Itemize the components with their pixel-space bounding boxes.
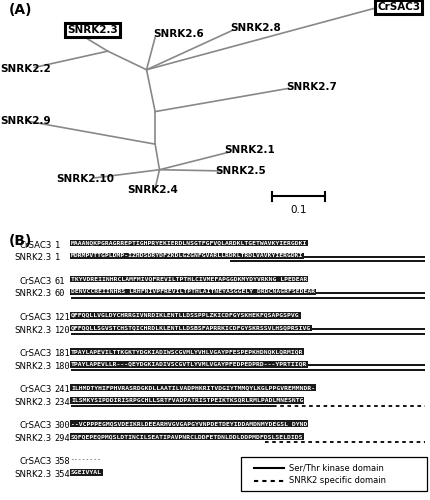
Text: 300: 300 — [55, 421, 71, 430]
Text: SNRK2.9: SNRK2.9 — [0, 116, 50, 126]
Text: 180: 180 — [55, 362, 71, 370]
Text: --------: -------- — [71, 457, 102, 462]
Text: QFFQQLLVGLDYCHRRGIVNRDIKLENTLLDSSPPLZKICDFGYSKHEKFQSAPGSPVG: QFFQQLLVGLDYCHRRGIVNRDIKLENTLLDSSPPLZKIC… — [71, 313, 299, 318]
FancyBboxPatch shape — [241, 457, 426, 490]
Text: 1: 1 — [55, 254, 60, 262]
Text: QFFQQLLSGVSTCHSTQICHRDLKLENTLLDSBSFAPRRKICDFGYSKRSSVLHSQPRSIVG: QFFQQLLSGVSTCHSTQICHRDLKLENTLLDSBSFAPRRK… — [71, 326, 310, 330]
Text: 358: 358 — [55, 457, 71, 466]
Text: SNRK2.3: SNRK2.3 — [15, 470, 52, 479]
Text: --VCPPPEGMQSVDEIKRLDEEARHVGVGAPGYVNPDETDEYIDDAMDNMYDEGSL DYND: --VCPPPEGMQSVDEIKRLDEEARHVGVGAPGYVNPDETD… — [71, 421, 307, 426]
Text: CrSAC3: CrSAC3 — [376, 2, 419, 12]
Text: SNRK2.5: SNRK2.5 — [215, 166, 266, 176]
Text: SNRK2 specific domain: SNRK2 specific domain — [288, 476, 385, 485]
Text: SNRK2.3: SNRK2.3 — [67, 25, 117, 35]
Text: SNRK2.3: SNRK2.3 — [15, 434, 52, 443]
Text: 61: 61 — [55, 276, 65, 285]
Text: 60: 60 — [55, 290, 65, 298]
Text: SNRK2.7: SNRK2.7 — [286, 82, 337, 92]
Text: CrSAC3: CrSAC3 — [19, 457, 52, 466]
Text: 241: 241 — [55, 385, 71, 394]
Text: SNRK2.1: SNRK2.1 — [224, 145, 274, 155]
Text: SNRK2.2: SNRK2.2 — [0, 64, 51, 74]
Text: TPAYLAPEVLLR---QEYDGKIADIVSCGVTLYVMLVGAYPFEDPEDPRD---YPRTIIQR: TPAYLAPEVLLR---QEYDGKIADIVSCGVTLYVMLVGAY… — [71, 362, 307, 366]
Text: CrSAC3: CrSAC3 — [19, 313, 52, 322]
Text: SNRK2.3: SNRK2.3 — [15, 326, 52, 334]
Text: CrSAC3: CrSAC3 — [19, 276, 52, 285]
Text: DENVCCREIINHRS LRHFNIVPFREVILTPTHLAITNEYASGGELY DRDCNAGRFSEDEAR: DENVCCREIINHRS LRHFNIVPFREVILTPTHLAITNEY… — [71, 290, 314, 294]
Text: 181: 181 — [55, 349, 71, 358]
Text: CrSAC3: CrSAC3 — [19, 385, 52, 394]
Text: 1: 1 — [55, 240, 60, 250]
Text: SNRK2.3: SNRK2.3 — [15, 398, 52, 407]
Text: ILHMDTYHIFPHVRASRDGKDLLAATILVADPHKRITVDGIYTMMQYLKGLPPGVREMMNDR-: ILHMDTYHIFPHVRASRDGKDLLAATILVADPHKRITVDG… — [71, 385, 314, 390]
Text: SNRK2.8: SNRK2.8 — [230, 23, 281, 33]
Text: SNRK2.3: SNRK2.3 — [15, 254, 52, 262]
Text: (A): (A) — [9, 4, 32, 18]
Text: SNRK2.4: SNRK2.4 — [127, 185, 178, 195]
Text: SGEIVYAL: SGEIVYAL — [71, 470, 102, 475]
Text: 120: 120 — [55, 326, 71, 334]
Text: 354: 354 — [55, 470, 71, 479]
Text: Ser/Thr kinase domain: Ser/Thr kinase domain — [288, 464, 383, 473]
Text: SNRK2.3: SNRK2.3 — [15, 290, 52, 298]
Text: CrSAC3: CrSAC3 — [19, 349, 52, 358]
Text: 234: 234 — [55, 398, 71, 407]
Text: SNRK2.6: SNRK2.6 — [153, 28, 203, 38]
Text: CrSAC3: CrSAC3 — [19, 421, 52, 430]
Text: 294: 294 — [55, 434, 71, 443]
Text: SQFQEPEQPMQSLDTINCILSEATIPAVPNRCLDDFETDNLDDLDDPMDFDSLSELDIDS: SQFQEPEQPMQSLDTINCILSEATIPAVPNRCLDDFETDN… — [71, 434, 303, 439]
Text: ILSMKYSIPDDIRISRPGCHLLSRTFVADPATRISTPEIKTKSQRLRMLPADLMNESNTG: ILSMKYSIPDDIRISRPGCHLLSRTFVADPATRISTPEIK… — [71, 398, 303, 403]
Text: 0.1: 0.1 — [289, 204, 306, 214]
Text: CrSAC3: CrSAC3 — [19, 240, 52, 250]
Text: TKYVDREIINHRCLAMFMIVQFREVILTPTHLCIVMEFAPGGDKMYDYVRKNG LPEDEAR: TKYVDREIINHRCLAMFMIVQFREVILTPTHLCIVMEFAP… — [71, 276, 307, 281]
Text: SNRK2.3: SNRK2.3 — [15, 362, 52, 370]
Text: 121: 121 — [55, 313, 71, 322]
Text: MDRMPVTTGPLDMP-IZHDSDRYDFZKDLGZGNFGVARLLRDKLTRDLVAVKYIERGDKI: MDRMPVTTGPLDMP-IZHDSDRYDFZKDLGZGNFGVARLL… — [71, 254, 303, 258]
Text: SNRK2.10: SNRK2.10 — [56, 174, 114, 184]
Text: TPAYLAPEVILTTKGKTYDGKIADIWSCGVMLYVHLVGAYPFESPEPKHDNQKLQRMIQR: TPAYLAPEVILTTKGKTYDGKIADIWSCGVMLYVHLVGAY… — [71, 349, 303, 354]
Text: MAAANQKPGRAGRREPTIGHPRYEKIERDLNSGTFGFVQLARDKLTGETWAVKYIERGDKI: MAAANQKPGRAGRREPTIGHPRYEKIERDLNSGTFGFVQL… — [71, 240, 307, 246]
Text: (B): (B) — [9, 234, 32, 248]
